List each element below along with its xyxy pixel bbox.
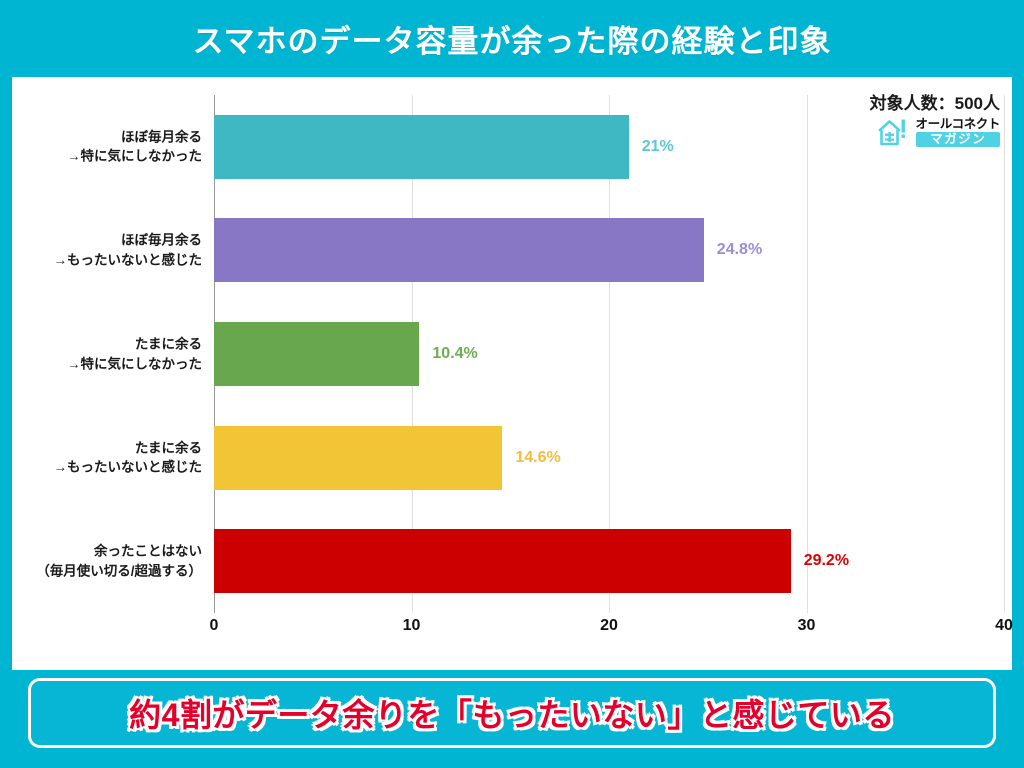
- footer-caption: 約4割がデータ余りを「もったいない」と感じている: [127, 695, 896, 735]
- bar-category-label-line2: →特に気にしなかった: [67, 148, 202, 164]
- logo-text-secondary: マガジン: [915, 131, 1000, 147]
- page-title: スマホのデータ容量が余った際の経験と印象: [192, 24, 832, 59]
- gridline-20: [609, 95, 610, 613]
- bar-category-label-line1: たまに余る: [134, 336, 202, 352]
- bar-category-label: 余ったことはない （毎月使い切る/超過する）: [36, 542, 202, 581]
- bar-row: ほぼ毎月余る →特に気にしなかった 21%: [67, 114, 1004, 179]
- x-tick-40: 40: [995, 617, 1013, 634]
- bar-value-label: 10.4%: [432, 345, 478, 362]
- bar[interactable]: 29.2%: [214, 529, 849, 594]
- bar-category-label-line2: →特に気にしなかった: [67, 356, 202, 371]
- bar-rows: ほぼ毎月余る →特に気にしなかった 21% ほぼ毎月余る →もったいないと感じた 24.8…: [36, 95, 1004, 613]
- bar-row: ほぼ毎月余る →もったいないと感じた 24.8%: [54, 218, 1004, 283]
- x-tick-30: 30: [797, 617, 816, 634]
- bar-category-label-line1: ほぼ毎月余る: [121, 129, 202, 145]
- plot-area: 0 10 20 30 40 ほぼ毎月余る →特に気にしなかった 21% ほぼ毎月余る →もったい…: [36, 95, 1013, 635]
- bar-value-label: 24.8%: [716, 241, 763, 259]
- bar-category-label-line1: 余ったことはない: [94, 543, 202, 559]
- gridline-40: [1004, 95, 1005, 613]
- bar-category-label: たまに余る →特に気にしなかった: [67, 334, 202, 373]
- bar-value-label: 29.2%: [803, 552, 850, 570]
- bar-category-label-line1: たまに余る: [134, 440, 202, 456]
- bar-category-label-line2: →もったいないと感じた: [53, 459, 203, 475]
- bar-category-label-line2: （毎月使い切る/超過する）: [36, 563, 202, 579]
- bar-row: たまに余る →もったいないと感じた 14.6%: [54, 425, 1004, 490]
- logo-wordmark: オールコネクト マガジン: [915, 116, 1001, 147]
- x-tick-10: 10: [402, 617, 421, 634]
- house-exclamation-icon: [877, 117, 911, 147]
- bar-category-label-line2: →もったいないと感じた: [53, 252, 203, 268]
- bar[interactable]: 14.6%: [214, 425, 561, 490]
- logo-text-primary: オールコネクト: [915, 116, 1001, 131]
- bar-value-label: 14.6%: [515, 448, 561, 466]
- bar-category-label-line1: ほぼ毎月余る: [121, 232, 202, 248]
- bar-category-label: ほぼ毎月余る →特に気にしなかった: [67, 127, 202, 166]
- bar-category-label: ほぼ毎月余る →もったいないと感じた: [54, 231, 203, 270]
- title-bar: スマホのデータ容量が余った際の経験と印象: [0, 0, 1024, 77]
- brand-logo[interactable]: オールコネクト マガジン: [877, 117, 1000, 147]
- bar[interactable]: 21%: [214, 114, 674, 179]
- bar-category-label: たまに余る →もったいないと感じた: [54, 438, 203, 477]
- bar-row: 余ったことはない （毎月使い切る/超過する） 29.2%: [36, 529, 1004, 594]
- chart-card: 対象人数：500人 オールコネクト マガジン 0 10 20 30 40: [12, 77, 1013, 670]
- bar[interactable]: 10.4%: [214, 322, 478, 386]
- footer-banner: 約4割がデータ余りを「もったいない」と感じている: [0, 670, 1024, 768]
- footer-banner-inner: 約4割がデータ余りを「もったいない」と感じている: [28, 678, 996, 748]
- bar-row: たまに余る →特に気にしなかった 10.4%: [67, 322, 1004, 386]
- bar-value-label: 21%: [641, 137, 674, 155]
- x-tick-20: 20: [600, 617, 618, 634]
- x-tick-0: 0: [209, 617, 219, 634]
- gridline-30: [806, 95, 808, 613]
- bar[interactable]: 24.8%: [214, 218, 762, 283]
- respondents-count-label: 対象人数：500人: [869, 94, 1000, 113]
